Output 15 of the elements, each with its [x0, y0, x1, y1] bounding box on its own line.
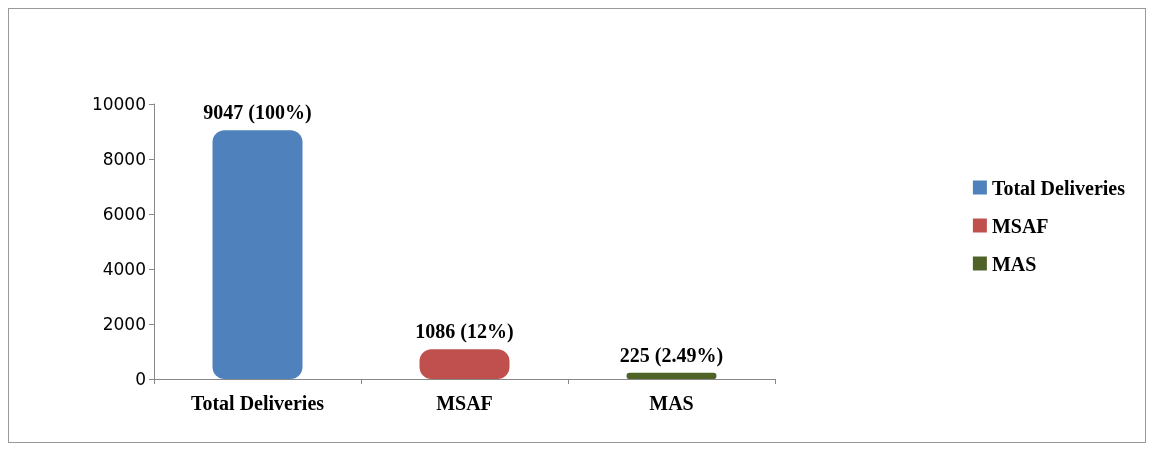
y-tick-label: 4000 — [102, 259, 146, 279]
x-tick-label: MSAF — [436, 392, 493, 414]
legend-label: MAS — [991, 252, 1037, 275]
legend-label: Total Deliveries — [991, 176, 1126, 199]
y-tick-label: 10000 — [91, 94, 146, 114]
x-tick-label: MAS — [649, 392, 694, 414]
data-label: 9047 (100%) — [203, 101, 312, 125]
legend-label: MSAF — [991, 214, 1049, 237]
x-tick-label: Total Deliveries — [190, 392, 325, 414]
y-tick-label: 6000 — [102, 204, 146, 224]
data-label: 1086 (12%) — [415, 320, 514, 344]
y-tick-label: 2000 — [102, 314, 146, 334]
y-tick-label: 0 — [135, 369, 146, 389]
data-label: 225 (2.49%) — [619, 343, 724, 367]
y-tick-label: 8000 — [102, 149, 146, 169]
